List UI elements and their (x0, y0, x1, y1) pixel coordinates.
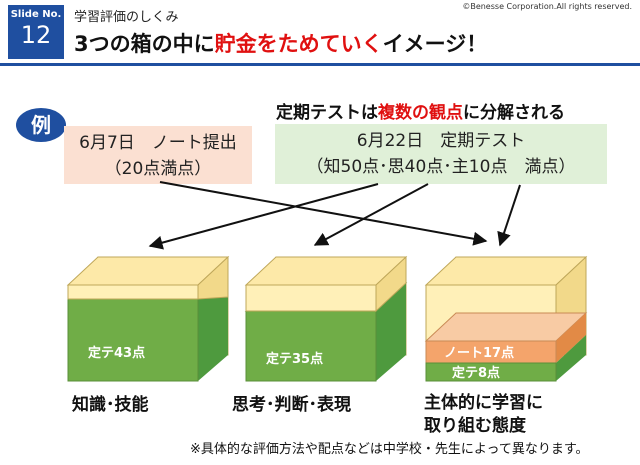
slide-subtitle: 学習評価のしくみ (74, 10, 179, 25)
title-part-1: 3つの箱の中に (74, 32, 215, 56)
heading-part-1: 定期テストは (276, 103, 378, 123)
title-part-2: イメージ！ (382, 32, 488, 56)
slide-number: 12 (20, 21, 52, 49)
cube-fill-green-front (425, 362, 557, 382)
cube-front-face-yellow (67, 284, 199, 300)
cube-thinking-value: 定テ35点 (265, 351, 323, 367)
arrow-test-to-knowledge (148, 183, 379, 250)
cube-fill-green-side (198, 297, 228, 381)
notebook-points: （20点満点） (104, 159, 212, 179)
cube-attitude-test-value: 定テ8点 (451, 365, 500, 381)
test-date: 6月22日 定期テスト (356, 131, 526, 151)
regular-test-box: 6月22日 定期テスト （知50点･思40点･主10点 満点） (275, 124, 607, 184)
cube-front-face-yellow (245, 284, 377, 312)
slide-number-badge: Slide No. 12 (8, 5, 64, 59)
cube-knowledge: 定テ43点 (66, 255, 230, 382)
label-attitude-line2: 取り組む態度 (424, 416, 526, 436)
slide-title: 3つの箱の中に貯金をためていくイメージ！ (74, 28, 487, 58)
cube-attitude-note-value: ノート17点 (444, 345, 514, 361)
cube-fill-green-front (245, 310, 377, 382)
arrow-test-to-attitude (497, 184, 521, 247)
arrow-test-to-thinking (313, 183, 429, 246)
cube-fill-orange-side (556, 313, 586, 363)
header-divider (0, 63, 640, 66)
label-knowledge-skills: 知識･技能 (72, 395, 149, 415)
decomposition-heading: 定期テストは複数の観点に分解される (276, 98, 565, 123)
copyright-text: ©Benesse Corporation.All rights reserved… (462, 2, 632, 11)
title-highlight: 貯金をためていく (214, 32, 383, 56)
heading-highlight: 複数の観点 (378, 103, 463, 123)
heading-part-2: に分解される (463, 103, 565, 123)
cube-attitude: ノート17点 定テ8点 (424, 255, 588, 382)
cube-thinking: 定テ35点 (244, 255, 408, 382)
label-attitude-line1: 主体的に学習に (424, 393, 543, 413)
slide-label: Slide No. (10, 9, 62, 20)
footnote: ※具体的な評価方法や配点などは中学校・先生によって異なります。 (190, 442, 589, 457)
example-badge: 例 (16, 108, 66, 142)
cube-knowledge-value: 定テ43点 (87, 345, 145, 361)
arrow-note-to-attitude (159, 181, 488, 246)
test-points: （知50点･思40点･主10点 満点） (306, 157, 576, 177)
notebook-submission-box: 6月7日 ノート提出 （20点満点） (64, 126, 252, 184)
cube-fill-green-side (376, 283, 406, 381)
cube-fill-green-side (556, 335, 586, 381)
label-thinking-judgment: 思考･判断･表現 (232, 395, 351, 415)
cube-fill-green-front (67, 298, 199, 382)
notebook-date: 6月7日 ノート提出 (79, 133, 237, 153)
